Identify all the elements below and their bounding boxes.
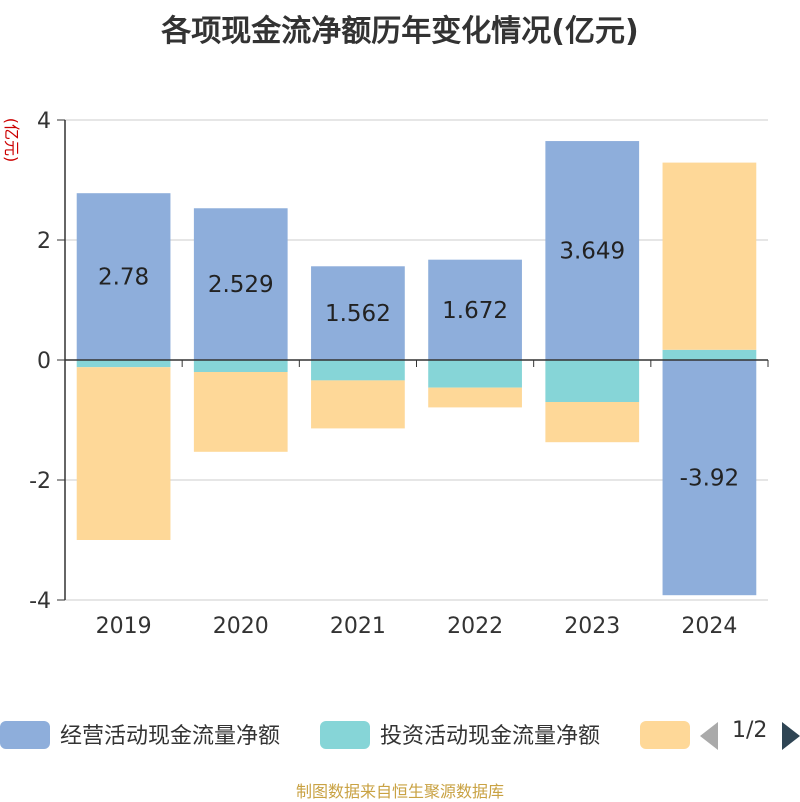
data-label: 1.672	[442, 298, 508, 324]
bar-investing	[428, 360, 522, 388]
legend-label-investing: 投资活动现金流量净额	[380, 724, 601, 749]
y-tick-label: 2	[37, 229, 51, 254]
bar-investing	[311, 360, 405, 381]
data-label: -3.92	[680, 466, 740, 492]
chevron-left-icon[interactable]	[700, 722, 718, 750]
chart-title: 各项现金流净额历年变化情况(亿元)	[161, 14, 639, 49]
bar-investing	[76, 360, 171, 368]
bar-investing	[545, 360, 640, 402]
legend-pager: 1/2	[700, 716, 800, 752]
y-tick-label: -2	[29, 469, 51, 494]
y-tick-label: 0	[37, 349, 51, 374]
y-tick-label: -4	[29, 589, 51, 614]
x-tick-label: 2021	[330, 614, 386, 639]
bar-operating	[193, 208, 288, 360]
x-tick-label: 2020	[213, 614, 269, 639]
legend: 经营活动现金流量净额 投资活动现金流量净额	[0, 716, 800, 752]
x-tick-label: 2019	[96, 614, 152, 639]
bar-financing	[662, 162, 757, 350]
x-tick-label: 2023	[564, 614, 620, 639]
y-tick-label: 4	[37, 109, 51, 134]
bar-operating	[76, 193, 171, 360]
x-tick-label: 2024	[681, 614, 737, 639]
bar-financing	[193, 372, 288, 452]
bar-operating	[428, 259, 522, 360]
bar-operating	[662, 360, 757, 596]
legend-swatch-operating	[0, 721, 50, 749]
bar-investing	[662, 349, 757, 360]
bar-investing	[193, 360, 288, 372]
bar-operating	[545, 141, 640, 360]
bar-financing	[545, 402, 640, 443]
legend-swatch-investing	[320, 721, 370, 749]
data-label: 2.78	[98, 265, 149, 291]
bar-operating	[311, 266, 405, 360]
data-label: 3.649	[559, 239, 625, 265]
legend-label-operating: 经营活动现金流量净额	[60, 724, 281, 749]
bar-financing	[311, 380, 405, 429]
legend-page-indicator: 1/2	[732, 718, 768, 743]
chevron-right-icon[interactable]	[782, 722, 800, 750]
bar-financing	[76, 367, 171, 540]
data-source-note: 制图数据来自恒生聚源数据库	[295, 782, 504, 801]
x-tick-label: 2022	[447, 614, 503, 639]
data-label: 2.529	[208, 272, 274, 298]
data-label: 1.562	[325, 301, 391, 327]
chart-plot: -4 -2 0 2 4 (亿元) 2.78 2019 2.529 2020 1.562 2021 1.6…	[2, 109, 769, 639]
y-axis-label: (亿元)	[2, 118, 21, 163]
bar-financing	[428, 387, 522, 408]
legend-swatch-financing	[640, 721, 690, 749]
